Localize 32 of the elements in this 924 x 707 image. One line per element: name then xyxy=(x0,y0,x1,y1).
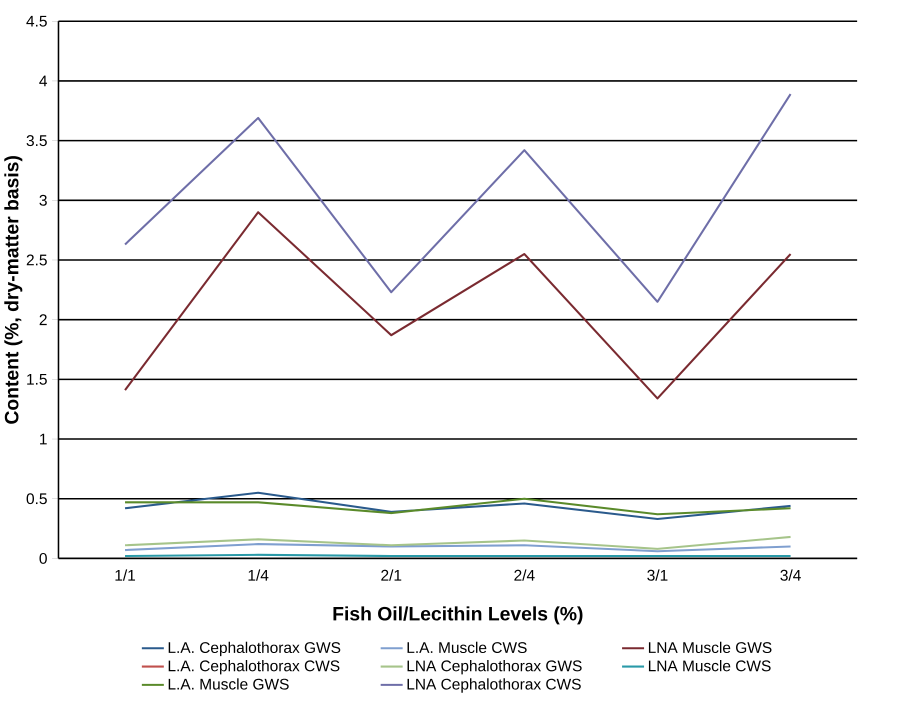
y-tick-label: 2 xyxy=(40,314,47,325)
x-tick-label: 2/1 xyxy=(381,569,402,581)
y-tick-label: 1 xyxy=(40,434,47,444)
legend-label: LNA Muscle CWS xyxy=(648,660,771,672)
line-series xyxy=(124,211,792,400)
legend-label: L.A. Muscle GWS xyxy=(168,678,289,690)
y-axis-title: Content (%, dry-matter basis) xyxy=(4,156,22,424)
line-series xyxy=(124,92,792,303)
legend-label: L.A. Cephalothorax GWS xyxy=(168,642,340,656)
legend-label: LNA Cephalothorax GWS xyxy=(408,660,582,674)
legend-label: L.A. Muscle CWS xyxy=(408,642,527,653)
legend-label: LNA Cephalothorax CWS xyxy=(408,678,581,693)
x-tick-label: 3/1 xyxy=(647,569,668,581)
y-tick-label: 0.5 xyxy=(26,493,47,504)
y-tick-label: 4 xyxy=(39,76,48,86)
x-tick-label: 1/4 xyxy=(248,569,268,581)
y-tick-label: 3.5 xyxy=(26,135,47,146)
x-tick-label: 3/4 xyxy=(780,569,801,581)
x-tick-label: 2/4 xyxy=(514,569,535,581)
x-axis-title: Fish Oil/Lecithin Levels (%) xyxy=(333,606,582,624)
legend-label: L.A. Cephalothorax CWS xyxy=(168,660,340,674)
line-series xyxy=(124,498,792,516)
line-series xyxy=(124,542,792,552)
y-tick-label: 0 xyxy=(39,552,47,564)
legend-label: LNA Muscle GWS xyxy=(648,642,772,653)
line-series xyxy=(124,536,792,550)
y-tick-label: 3 xyxy=(39,194,47,206)
y-tick-label: 2.5 xyxy=(26,254,47,266)
y-tick-label: 1.5 xyxy=(27,374,47,385)
line-series xyxy=(124,492,792,520)
x-tick-label: 1/1 xyxy=(115,569,136,581)
y-tick-label: 4.5 xyxy=(26,16,47,27)
